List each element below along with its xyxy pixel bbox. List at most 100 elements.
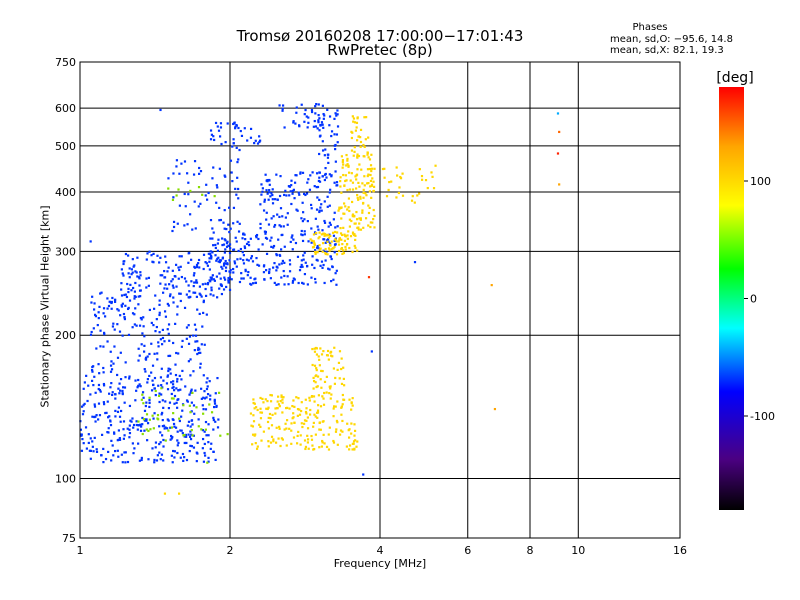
data-point (252, 414, 255, 417)
data-point (82, 404, 85, 407)
data-point (285, 419, 289, 422)
data-point (334, 112, 337, 115)
data-point (183, 277, 187, 280)
data-point (398, 186, 401, 189)
data-point (156, 358, 159, 361)
data-point (324, 148, 327, 151)
data-point (230, 278, 233, 281)
data-point (343, 212, 346, 215)
data-point (323, 178, 326, 182)
data-point (348, 448, 351, 451)
data-point (205, 387, 209, 391)
data-point (222, 264, 226, 267)
data-point (216, 376, 219, 380)
data-point (277, 403, 281, 406)
data-point (347, 436, 351, 439)
data-point (237, 187, 240, 191)
data-point (243, 233, 246, 236)
data-point (353, 121, 357, 124)
data-point (146, 355, 149, 358)
data-point (304, 398, 307, 401)
data-point (271, 193, 274, 197)
data-point (135, 420, 138, 423)
data-point (325, 445, 329, 449)
data-point (109, 350, 112, 353)
data-point (278, 405, 281, 408)
data-point (344, 179, 347, 183)
data-point (143, 429, 146, 432)
data-point (267, 223, 271, 226)
y-tick-label: 500 (55, 140, 76, 153)
data-point (346, 234, 349, 237)
data-point (350, 408, 353, 411)
data-point (166, 328, 169, 331)
data-point (251, 433, 255, 436)
data-point (172, 301, 175, 304)
data-point (113, 449, 117, 453)
data-point (123, 317, 127, 321)
data-point (320, 203, 323, 206)
data-point (356, 156, 359, 159)
data-point (320, 233, 323, 236)
x-tick-label: 1 (77, 544, 84, 557)
data-point (210, 289, 213, 292)
data-point (193, 412, 196, 415)
data-point (336, 231, 339, 234)
data-point (337, 240, 340, 243)
data-point (147, 458, 150, 461)
data-point (160, 367, 163, 370)
data-point (105, 411, 108, 414)
data-point (258, 140, 261, 144)
data-point (164, 255, 167, 258)
data-point (265, 211, 268, 214)
data-point (356, 139, 359, 142)
data-point (288, 259, 292, 262)
data-point (232, 222, 235, 225)
data-point (138, 277, 141, 280)
data-point (268, 188, 271, 192)
data-point (218, 272, 221, 275)
data-point (118, 415, 122, 418)
data-point (281, 109, 284, 112)
data-point (138, 383, 141, 386)
data-point (276, 406, 279, 410)
data-point (244, 238, 247, 241)
data-point (171, 269, 174, 272)
data-point (344, 235, 347, 238)
data-point (252, 398, 255, 401)
data-point (260, 439, 263, 442)
data-point (118, 438, 122, 441)
data-point (204, 420, 208, 424)
data-point (219, 218, 223, 222)
chart-title: Tromsø 20160208 17:00:00−17:01:43 (236, 27, 524, 45)
data-point (127, 306, 130, 310)
data-point (296, 209, 299, 212)
data-point (109, 419, 112, 422)
data-point (97, 311, 100, 314)
data-point (325, 250, 328, 253)
data-point (272, 244, 276, 248)
data-point (250, 283, 253, 286)
data-point (106, 340, 109, 343)
data-point (110, 360, 113, 363)
data-point (228, 251, 232, 255)
data-point (327, 433, 330, 436)
data-point (329, 242, 332, 245)
data-point (139, 385, 142, 388)
data-point (179, 456, 182, 459)
data-point (341, 249, 345, 252)
y-tick-label: 75 (62, 532, 76, 545)
data-point (556, 112, 560, 115)
data-point (307, 178, 310, 181)
data-point (161, 328, 164, 331)
data-point (319, 247, 322, 250)
data-point (190, 258, 193, 261)
data-point (277, 283, 280, 286)
data-point (370, 169, 373, 173)
data-point (183, 435, 186, 438)
data-point (289, 240, 292, 244)
data-point (367, 276, 371, 279)
data-point (126, 460, 130, 464)
data-point (138, 324, 142, 327)
